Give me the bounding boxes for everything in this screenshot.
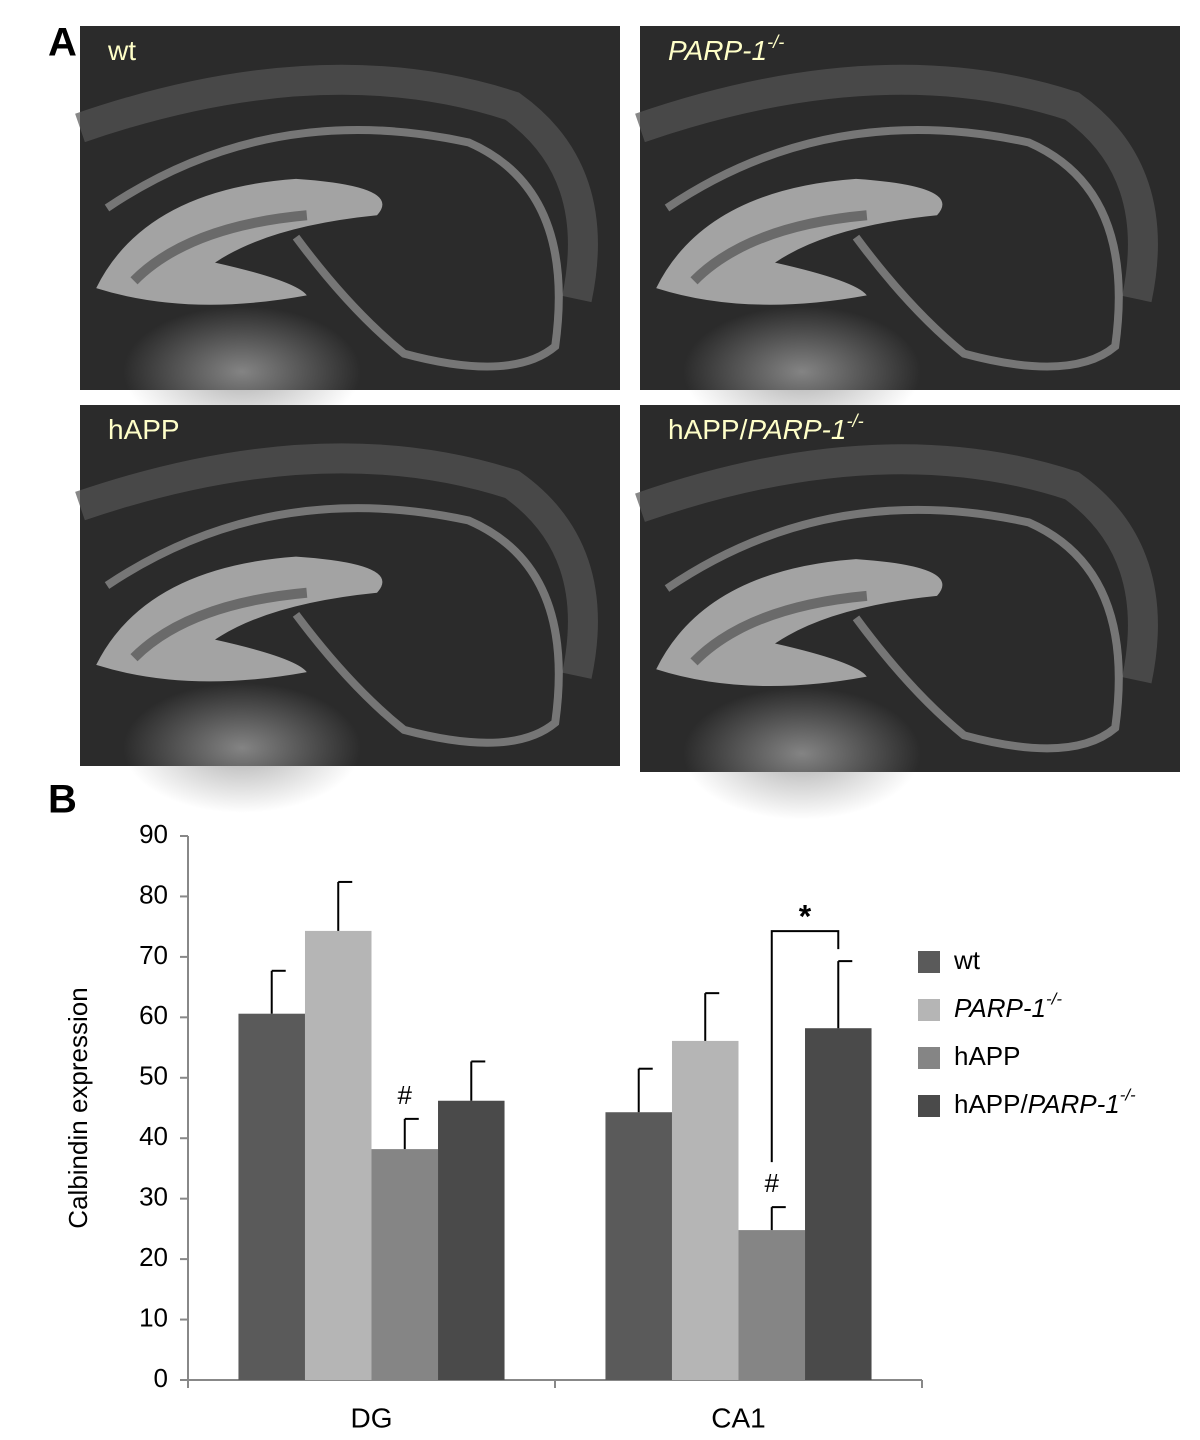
legend-label: hAPP/PARP-1-/- (954, 1086, 1136, 1119)
bar (304, 930, 372, 1380)
thalamus-glow (123, 682, 361, 813)
panel-letter: A (48, 21, 77, 65)
y-tick-label: 10 (139, 1302, 168, 1332)
label-part: PARP-1 (954, 993, 1046, 1023)
dentate-inner (130, 210, 308, 285)
ca-layer (104, 504, 563, 747)
label-part: -/- (767, 32, 784, 52)
label-part: hAPP/ (954, 1089, 1028, 1119)
tissue-outer (75, 64, 598, 303)
label-part: wt (953, 945, 981, 975)
label-part: PARP-1 (668, 35, 767, 66)
bar (738, 1230, 806, 1380)
legend-label: wt (953, 945, 981, 975)
ca-layer (104, 126, 563, 371)
bar (605, 1112, 672, 1380)
label-part: hAPP (954, 1041, 1021, 1071)
bar (671, 1040, 739, 1380)
significance-bracket (770, 930, 840, 1163)
y-axis-label: Calbindin expression (63, 987, 93, 1228)
legend-swatch (918, 999, 940, 1021)
micrograph (635, 26, 1180, 438)
label-part: PARP-1 (747, 414, 846, 445)
image-label: PARP-1-/- (668, 32, 784, 67)
label-part: -/- (846, 411, 863, 431)
significance-label: * (799, 899, 812, 935)
thalamus-glow (683, 306, 921, 438)
bar (238, 1013, 305, 1380)
micrograph (635, 405, 1180, 820)
error-bar (837, 960, 853, 1029)
tissue-outer (635, 64, 1158, 303)
ca-layer (664, 505, 1123, 753)
label-part: hAPP/ (668, 414, 748, 445)
bar (371, 1149, 439, 1380)
dentate-inner (690, 590, 868, 666)
thalamus-glow (683, 687, 921, 820)
legend-label: PARP-1-/- (954, 990, 1062, 1023)
micrograph (75, 26, 620, 438)
label-part: PARP-1 (1028, 1089, 1120, 1119)
ca-layer (664, 126, 1123, 371)
y-tick-label: 20 (139, 1242, 168, 1272)
error-bar (704, 992, 720, 1041)
legend-swatch (918, 951, 940, 973)
tissue-outer (75, 443, 598, 679)
dentate-inner (690, 210, 868, 285)
dentate-gyrus (656, 559, 943, 687)
x-tick-label: CA1 (711, 1402, 765, 1433)
label-part: wt (107, 35, 136, 66)
image-label: hAPP (108, 414, 180, 445)
error-bar (337, 880, 353, 931)
dentate-gyrus (96, 556, 383, 682)
label-part: -/- (1120, 1086, 1136, 1105)
thalamus-glow (123, 306, 361, 438)
bar (805, 1028, 872, 1380)
annotation: # (765, 1168, 780, 1198)
x-tick-label: DG (351, 1402, 393, 1433)
dentate-inner (130, 587, 308, 662)
y-tick-label: 40 (139, 1121, 168, 1151)
label-part: -/- (1046, 990, 1062, 1009)
y-tick-label: 90 (139, 819, 168, 849)
panel-letter: B (48, 778, 77, 822)
image-label: wt (107, 35, 136, 66)
error-bar (403, 1117, 419, 1150)
y-tick-label: 60 (139, 1000, 168, 1030)
micrograph (75, 405, 620, 813)
y-tick-label: 70 (139, 940, 168, 970)
dentate-gyrus (656, 178, 943, 305)
dentate-gyrus (96, 178, 383, 305)
label-part: hAPP (108, 414, 180, 445)
bar (438, 1100, 505, 1380)
y-tick-label: 30 (139, 1182, 168, 1212)
legend-swatch (918, 1047, 940, 1069)
tissue-outer (635, 444, 1158, 684)
error-bar (637, 1067, 653, 1113)
error-bar (770, 1206, 786, 1231)
error-bar (470, 1060, 486, 1101)
annotation: # (398, 1080, 413, 1110)
y-tick-label: 0 (154, 1363, 168, 1393)
legend-label: hAPP (954, 1041, 1021, 1071)
y-tick-label: 50 (139, 1061, 168, 1091)
legend-swatch (918, 1095, 940, 1117)
error-bar (270, 969, 286, 1014)
image-label: hAPP/PARP-1-/- (668, 411, 864, 446)
y-tick-label: 80 (139, 879, 168, 909)
